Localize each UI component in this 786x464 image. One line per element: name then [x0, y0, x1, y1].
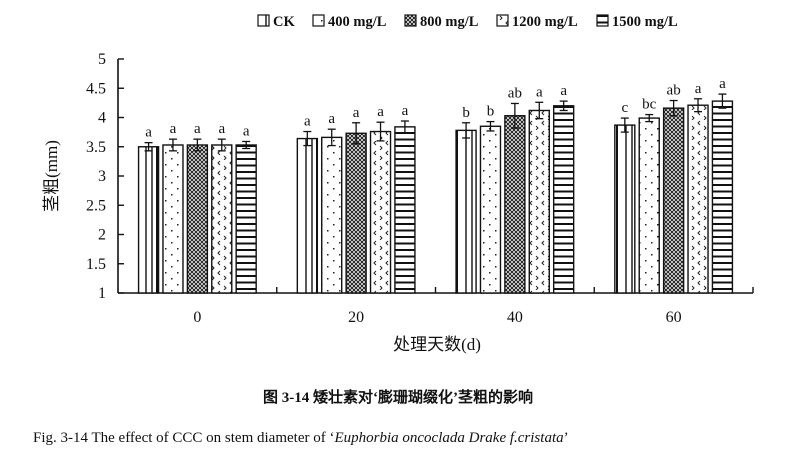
- y-tick-label: 5: [98, 51, 106, 68]
- significance-letter: a: [560, 83, 567, 99]
- legend-item-400-mg-l: 400 mg/L: [312, 14, 387, 30]
- bar-1200-mg-l-day-20: [369, 130, 392, 294]
- y-tick-label: 4: [98, 110, 106, 127]
- significance-letter: a: [377, 104, 384, 120]
- bar-1500-mg-l-day-20: [394, 126, 416, 294]
- significance-letter: a: [243, 123, 250, 139]
- bar-400-mg-l-day-60: [638, 117, 660, 294]
- bar-1500-mg-l-day-40: [552, 105, 575, 294]
- legend-label: 400 mg/L: [328, 14, 387, 30]
- significance-letter: a: [536, 84, 543, 100]
- legend-swatch: [596, 14, 609, 27]
- y-tick-label: 2: [98, 227, 106, 244]
- legend-label: 1500 mg/L: [612, 14, 678, 30]
- legend-item-800-mg-l: 800 mg/L: [404, 14, 479, 30]
- significance-letter: a: [218, 121, 225, 137]
- legend-swatch: [496, 14, 509, 27]
- bar-ck-day-40: [455, 129, 477, 294]
- bar-ck-day-20: [296, 137, 319, 294]
- bar-ck-day-0: [137, 146, 160, 294]
- y-tick-label: 1: [98, 285, 106, 302]
- significance-letter: a: [304, 114, 311, 130]
- x-axis-title: 处理天数(d): [393, 335, 481, 354]
- caption-chinese: 图 3-14 矮壮素对‘膨珊瑚缀化’茎粗的影响: [263, 388, 533, 406]
- y-tick-label: 2.5: [86, 197, 106, 214]
- y-tick-label: 3.5: [86, 139, 106, 156]
- x-tick-label: 60: [666, 309, 682, 326]
- x-tick-label: 20: [348, 309, 364, 326]
- y-tick-label: 4.5: [86, 80, 106, 97]
- legend-label: CK: [273, 14, 295, 30]
- bar-800-mg-l-day-60: [662, 107, 685, 294]
- significance-letter: a: [170, 121, 177, 137]
- legend-swatch: [312, 14, 325, 27]
- x-tick-label: 0: [193, 309, 201, 326]
- bar-800-mg-l-day-0: [186, 144, 209, 294]
- caption-english-suffix: ’: [564, 430, 569, 446]
- bar-1200-mg-l-day-40: [528, 109, 550, 294]
- y-axis-title: 茎粗(mm): [42, 140, 61, 212]
- bar-400-mg-l-day-0: [162, 144, 184, 294]
- significance-letter: a: [328, 111, 335, 127]
- bar-1500-mg-l-day-60: [711, 100, 734, 294]
- significance-letter: ab: [667, 83, 681, 99]
- significance-letter: ab: [508, 85, 522, 101]
- y-tick-label: 1.5: [86, 256, 106, 273]
- significance-letter: a: [353, 105, 360, 121]
- legend: CK 400 mg/L 800 mg/L 1200 mg/L 1500 mg/L: [257, 14, 678, 30]
- caption-english-prefix: Fig. 3-14 The effect of CCC on stem diam…: [33, 430, 334, 446]
- bar-ck-day-60: [614, 124, 636, 294]
- x-tick-label: 40: [507, 309, 523, 326]
- bar-1200-mg-l-day-0: [211, 144, 233, 294]
- legend-swatch: [257, 14, 270, 27]
- y-tick-label: 3: [98, 168, 106, 185]
- bar-1200-mg-l-day-60: [687, 104, 709, 294]
- bar-800-mg-l-day-20: [345, 132, 367, 294]
- significance-letter: a: [402, 103, 409, 119]
- significance-letter: b: [487, 104, 495, 120]
- legend-label: 1200 mg/L: [512, 14, 578, 30]
- significance-letter: a: [145, 125, 152, 141]
- bar-1500-mg-l-day-0: [235, 144, 257, 294]
- significance-letter: b: [462, 105, 470, 121]
- significance-letter: a: [719, 76, 726, 92]
- bar-400-mg-l-day-20: [321, 136, 343, 294]
- significance-letter: c: [621, 100, 628, 116]
- legend-item-ck: CK: [257, 14, 295, 30]
- bar-800-mg-l-day-40: [504, 115, 526, 294]
- legend-label: 800 mg/L: [420, 14, 479, 30]
- legend-item-1200-mg-l: 1200 mg/L: [496, 14, 578, 30]
- legend-item-1500-mg-l: 1500 mg/L: [596, 14, 678, 30]
- legend-swatch: [404, 14, 417, 27]
- caption-english: Fig. 3-14 The effect of CCC on stem diam…: [33, 430, 569, 446]
- bar-400-mg-l-day-40: [479, 125, 502, 294]
- significance-letter: a: [194, 121, 201, 137]
- significance-letter: bc: [642, 97, 657, 113]
- significance-letter: a: [695, 81, 702, 97]
- caption-english-species: Euphorbia oncoclada Drake f.cristata: [333, 430, 563, 446]
